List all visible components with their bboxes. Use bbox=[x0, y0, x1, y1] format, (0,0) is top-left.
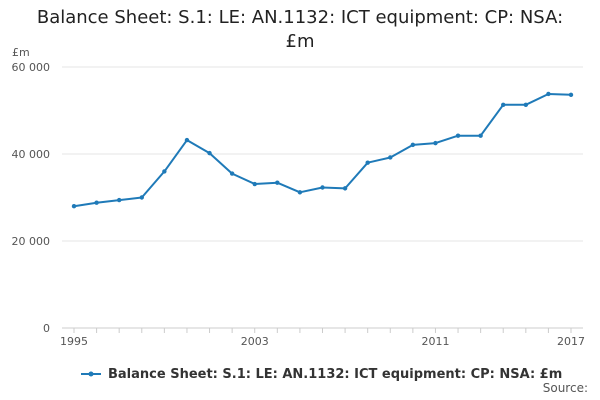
data-point bbox=[478, 133, 483, 138]
legend[interactable]: Balance Sheet: S.1: LE: AN.1132: ICT equ… bbox=[80, 366, 562, 382]
legend-label: Balance Sheet: S.1: LE: AN.1132: ICT equ… bbox=[108, 366, 563, 382]
y-tick-label: 40 000 bbox=[12, 148, 51, 161]
data-point bbox=[252, 181, 257, 187]
x-axis: 1995 2003 2011 2017 bbox=[60, 327, 585, 348]
series-group bbox=[71, 91, 574, 209]
source-label: Source: bbox=[542, 381, 588, 395]
data-point bbox=[116, 197, 122, 203]
chart-title-line-2: £m bbox=[285, 31, 315, 52]
data-point bbox=[501, 102, 506, 108]
data-point bbox=[455, 133, 461, 138]
data-point bbox=[433, 140, 438, 146]
data-point bbox=[523, 102, 529, 108]
x-tick-label: 2011 bbox=[421, 335, 449, 348]
legend-swatch-icon bbox=[81, 371, 101, 377]
y-tick-label: 0 bbox=[43, 322, 50, 335]
data-point bbox=[229, 171, 235, 176]
data-point bbox=[388, 155, 393, 160]
y-tick-label: 20 000 bbox=[12, 235, 51, 248]
data-point bbox=[410, 142, 416, 148]
data-point bbox=[546, 91, 551, 97]
data-point bbox=[139, 195, 144, 200]
y-axis-label: £m bbox=[12, 46, 30, 59]
data-point bbox=[342, 186, 348, 191]
x-tick-label: 2003 bbox=[241, 335, 269, 348]
data-point bbox=[297, 190, 303, 195]
data-point bbox=[71, 204, 77, 209]
data-point bbox=[365, 160, 370, 165]
chart-title-line-1: Balance Sheet: S.1: LE: AN.1132: ICT equ… bbox=[36, 7, 564, 28]
x-tick-label: 1995 bbox=[60, 335, 88, 348]
y-tick-label: 60 000 bbox=[12, 61, 51, 74]
chart-title: Balance Sheet: S.1: LE: AN.1132: ICT equ… bbox=[0, 6, 600, 54]
data-point bbox=[94, 200, 99, 205]
data-point bbox=[162, 169, 167, 174]
grid-lines bbox=[62, 66, 583, 242]
data-point bbox=[275, 180, 280, 185]
x-tick-label: 2017 bbox=[557, 335, 585, 348]
y-axis: 0 20 000 40 000 60 000 £m bbox=[12, 46, 51, 335]
data-point bbox=[320, 185, 325, 190]
data-point bbox=[568, 92, 574, 98]
data-point bbox=[207, 150, 212, 156]
data-point bbox=[184, 137, 190, 143]
